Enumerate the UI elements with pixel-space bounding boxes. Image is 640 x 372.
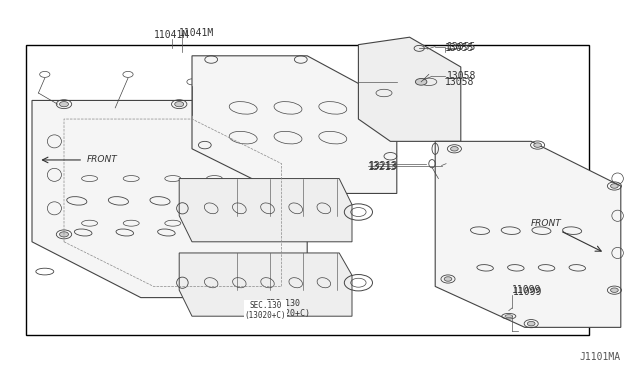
- Polygon shape: [192, 56, 397, 193]
- Text: FRONT: FRONT: [531, 219, 562, 228]
- Polygon shape: [32, 100, 307, 298]
- Text: 11041M: 11041M: [154, 31, 189, 40]
- Text: SEC.130
(13020+C): SEC.130 (13020+C): [266, 299, 310, 318]
- Polygon shape: [179, 179, 352, 242]
- Text: 13055: 13055: [447, 42, 476, 51]
- Circle shape: [60, 102, 68, 107]
- Polygon shape: [179, 253, 352, 316]
- Polygon shape: [435, 141, 621, 327]
- Text: 11041M: 11041M: [179, 29, 214, 38]
- Circle shape: [451, 147, 458, 151]
- Circle shape: [290, 154, 299, 159]
- Circle shape: [290, 221, 299, 226]
- Circle shape: [175, 102, 184, 107]
- Polygon shape: [358, 37, 461, 141]
- Ellipse shape: [505, 315, 513, 318]
- Text: 13213: 13213: [369, 161, 399, 170]
- Text: 13055: 13055: [445, 44, 474, 53]
- Text: J1101MA: J1101MA: [580, 352, 621, 362]
- Text: 13058: 13058: [447, 71, 476, 81]
- Text: 11099: 11099: [512, 285, 541, 295]
- Circle shape: [534, 143, 541, 147]
- Circle shape: [527, 321, 535, 326]
- Text: 13213: 13213: [368, 163, 397, 172]
- Circle shape: [611, 288, 618, 292]
- Circle shape: [60, 232, 68, 237]
- Circle shape: [611, 184, 618, 188]
- Text: 13058: 13058: [445, 77, 474, 87]
- Circle shape: [415, 78, 427, 85]
- Text: FRONT: FRONT: [86, 155, 117, 164]
- Text: SEC.130
(13020+C): SEC.130 (13020+C): [244, 301, 287, 320]
- Circle shape: [188, 288, 196, 293]
- Circle shape: [444, 277, 452, 281]
- Text: 11099: 11099: [513, 287, 543, 297]
